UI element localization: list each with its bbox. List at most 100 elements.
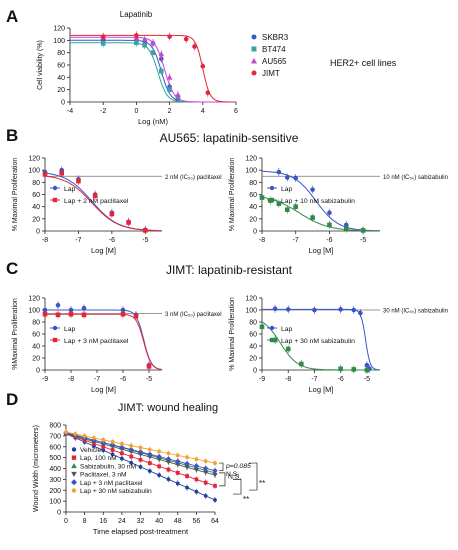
y-tick-label: 60: [32, 192, 40, 199]
y-tick-label: 20: [249, 216, 257, 223]
data-point: [194, 477, 199, 482]
data-point: [146, 364, 152, 369]
reference-line-label: 30 nM (IC₅₀) sabizabulin: [383, 309, 448, 315]
y-tick-label: 100: [245, 308, 257, 315]
legend-marker: [52, 337, 58, 343]
data-point: [364, 367, 370, 373]
x-tick-label: 0: [64, 518, 68, 525]
data-point: [150, 39, 156, 46]
y-tick-label: 40: [249, 204, 257, 211]
panel-b-heading: AU565: lapatinib-sensitive: [160, 131, 299, 145]
data-point: [203, 480, 208, 485]
data-point: [185, 474, 189, 479]
y-tick-label: 60: [249, 192, 257, 199]
data-point: [184, 465, 190, 470]
data-point: [100, 34, 106, 39]
data-point: [142, 228, 148, 233]
data-point: [150, 50, 156, 55]
data-point: [259, 324, 265, 330]
y-tick-label: 100: [28, 168, 40, 175]
data-point: [110, 452, 115, 457]
y-axis-label: Wound Width (micrometers): [33, 425, 40, 512]
legend-marker: [251, 70, 257, 76]
data-point: [327, 222, 332, 228]
ns-label: N.S.: [228, 473, 241, 480]
data-point: [202, 465, 209, 472]
data-point: [351, 307, 357, 313]
data-point: [159, 68, 164, 74]
fit-curve: [261, 196, 381, 232]
x-tick-label: -5: [142, 237, 148, 244]
y-tick-label: 20: [32, 356, 40, 363]
y-axis-label: Cell viability (%): [37, 40, 44, 90]
legend-marker: [251, 46, 257, 52]
legend-label: Lap: [281, 186, 293, 193]
data-point: [109, 442, 116, 448]
data-point: [213, 498, 217, 502]
x-tick-label: 16: [99, 518, 107, 525]
fit-curve: [262, 170, 380, 232]
x-axis-label: Log [M]: [91, 246, 116, 255]
y-tick-label: 0: [36, 368, 40, 375]
significance-bracket: [219, 462, 224, 472]
y-tick-label: 60: [57, 63, 65, 70]
reference-line-label: 2 nM (IC₅₀) paclitaxel: [165, 175, 222, 181]
data-point: [293, 204, 299, 209]
panel-letter-d: D: [6, 390, 18, 409]
data-point: [119, 456, 124, 461]
x-tick-label: -7: [293, 237, 299, 244]
legend-label: Lap + 30 nM sabizabulin: [281, 338, 355, 345]
y-axis-label: % Maximal Proliferation: [229, 158, 236, 232]
ns-label: N.S.: [226, 471, 239, 478]
data-point: [138, 457, 143, 462]
data-point: [203, 470, 209, 475]
fit-curve: [261, 321, 380, 371]
y-tick-label: 20: [32, 216, 40, 223]
data-point: [360, 228, 366, 233]
y-tick-label: 200: [49, 488, 61, 495]
data-point: [285, 307, 291, 312]
significance-stars: **: [259, 479, 265, 488]
data-point: [73, 432, 78, 436]
significance-stars: **: [243, 495, 249, 504]
data-point: [64, 430, 68, 434]
legend-marker: [52, 197, 58, 203]
legend-label: AU565: [262, 57, 287, 66]
data-point: [175, 453, 180, 458]
x-tick-label: -8: [42, 237, 48, 244]
legend-label: Lap + 3 nM paclitaxel: [80, 480, 143, 487]
y-axis-label: % Maximal Proliferation: [12, 158, 19, 232]
data-point: [193, 463, 200, 469]
y-tick-label: 120: [53, 26, 65, 33]
legend-marker: [269, 325, 275, 331]
x-tick-label: 8: [83, 518, 87, 525]
data-point: [100, 41, 106, 46]
x-tick-label: -6: [120, 376, 126, 383]
data-point: [109, 211, 115, 217]
data-point: [128, 446, 134, 453]
x-axis-label: Log (nM): [138, 117, 169, 126]
x-tick-label: -9: [259, 376, 265, 383]
legend-label: Lap: [64, 186, 76, 193]
data-point: [285, 346, 291, 352]
data-point: [203, 459, 208, 464]
data-point: [55, 312, 61, 318]
legend-marker: [71, 463, 77, 469]
x-tick-label: -6: [338, 376, 344, 383]
data-point: [212, 473, 218, 478]
x-tick-label: 40: [155, 518, 163, 525]
data-point: [185, 485, 189, 490]
data-point: [120, 307, 126, 313]
legend-label: Sabizabulin, 30 nM: [80, 463, 136, 470]
fit-curve: [45, 309, 163, 370]
data-point: [119, 451, 124, 456]
y-tick-label: 120: [245, 156, 257, 163]
data-point: [147, 469, 152, 473]
data-point: [134, 33, 139, 38]
data-point: [156, 453, 162, 460]
x-tick-label: -7: [75, 237, 81, 244]
data-point: [284, 175, 290, 180]
data-point: [358, 310, 363, 316]
legend-label: Paclitaxel, 3 nM: [80, 472, 127, 479]
data-point: [194, 489, 199, 494]
